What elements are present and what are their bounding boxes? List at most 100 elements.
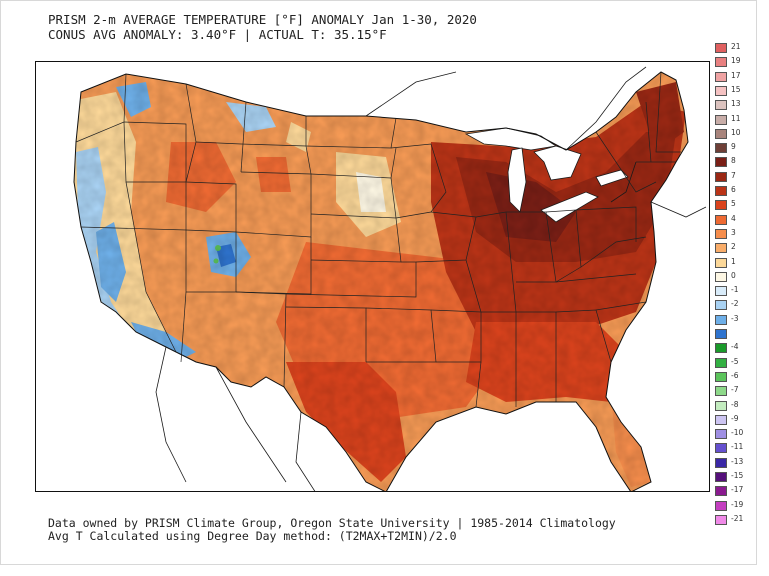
legend-label: 3 [731, 227, 736, 237]
legend-swatch [715, 429, 727, 440]
legend-label: -4 [731, 342, 739, 352]
legend-label: -7 [731, 385, 739, 395]
map-panel [35, 61, 710, 492]
legend-swatch [715, 171, 727, 182]
legend-label: -17 [731, 485, 744, 495]
legend-entry: 21 [715, 42, 755, 53]
legend-swatch [715, 386, 727, 397]
legend-entry: -17 [715, 485, 755, 497]
legend-entry [715, 329, 755, 339]
legend-label: -6 [731, 370, 739, 380]
legend-label: -19 [731, 499, 744, 509]
legend-entry: -15 [715, 471, 755, 482]
legend-entry: 11 [715, 113, 755, 125]
legend-entry: 3 [715, 227, 755, 239]
legend-entry: -21 [715, 513, 755, 525]
legend-swatch [715, 500, 727, 511]
map-footer: Data owned by PRISM Climate Group, Orego… [48, 517, 616, 543]
legend-label: -15 [731, 471, 744, 480]
legend-entry: 10 [715, 128, 755, 139]
legend-label: -9 [731, 413, 739, 423]
legend-label: -10 [731, 428, 744, 438]
legend-label: -5 [731, 356, 739, 366]
legend-entry: -13 [715, 456, 755, 468]
legend-swatch [715, 186, 727, 196]
legend-entry: -19 [715, 499, 755, 511]
legend-entry: -7 [715, 385, 755, 397]
legend-swatch [715, 114, 727, 125]
legend-entry: -11 [715, 442, 755, 454]
country-lines [155, 66, 707, 491]
legend-label: 7 [731, 170, 736, 180]
legend-swatch [715, 343, 727, 354]
legend-swatch [715, 157, 727, 168]
legend-swatch [715, 214, 727, 225]
footer-line-1: Data owned by PRISM Climate Group, Orego… [48, 516, 616, 530]
legend-swatch [715, 472, 727, 482]
anomaly-field [74, 72, 688, 491]
legend-swatch [715, 143, 727, 154]
legend-entry: 1 [715, 256, 755, 268]
legend-entry: -1 [715, 285, 755, 297]
title-line-1: PRISM 2-m AVERAGE TEMPERATURE [°F] ANOMA… [48, 12, 477, 27]
legend-entry: 13 [715, 99, 755, 111]
legend-entry: 4 [715, 213, 755, 225]
legend-swatch [715, 414, 727, 425]
legend-entry: -8 [715, 399, 755, 411]
state-boundaries [75, 71, 681, 408]
legend-label: -1 [731, 285, 739, 295]
legend-entry: -9 [715, 413, 755, 425]
title-line-2: CONUS AVG ANOMALY: 3.40°F | ACTUAL T: 35… [48, 27, 387, 42]
legend-swatch [715, 329, 727, 339]
legend-entry: -6 [715, 370, 755, 382]
legend-swatch [715, 371, 727, 382]
legend-swatch [715, 457, 727, 468]
footer-line-2: Avg T Calculated using Degree Day method… [48, 529, 457, 543]
legend-label: 2 [731, 242, 736, 252]
legend-label: 5 [731, 199, 736, 209]
legend-swatch [715, 357, 727, 368]
legend-entry: 5 [715, 199, 755, 211]
legend-entry: 7 [715, 170, 755, 182]
legend-entry: -4 [715, 342, 755, 354]
legend-label: 8 [731, 156, 736, 166]
legend-label: 11 [731, 113, 741, 123]
legend-swatch [715, 257, 727, 268]
legend-entry: -5 [715, 356, 755, 368]
legend-swatch [715, 100, 727, 111]
legend-label: -2 [731, 299, 739, 309]
legend-label: 4 [731, 213, 736, 223]
legend-label: 1 [731, 256, 736, 266]
legend-swatch [715, 228, 727, 239]
legend-entry: 15 [715, 84, 755, 96]
legend-swatch [715, 400, 727, 411]
legend-label: 15 [731, 84, 741, 94]
legend-swatch [715, 514, 727, 525]
legend-entry: 6 [715, 185, 755, 196]
legend-swatch [715, 314, 727, 325]
colorbar-legend: 21 19 17 15 13 11 10 9 8 7 6 5 4 3 2 1 0 -1 -2 -3 -4 -5 -6 -7 -8… [715, 42, 755, 525]
legend-entry: 8 [715, 156, 755, 168]
legend-entry: -3 [715, 313, 755, 325]
map-title: PRISM 2-m AVERAGE TEMPERATURE [°F] ANOMA… [48, 12, 477, 42]
legend-label: 17 [731, 70, 741, 80]
legend-swatch [715, 57, 727, 68]
legend-label: -8 [731, 399, 739, 409]
legend-swatch [715, 128, 727, 139]
legend-swatch [715, 200, 727, 211]
legend-swatch [715, 300, 727, 311]
legend-label: -21 [731, 513, 744, 523]
legend-swatch [715, 443, 727, 454]
figure-frame: PRISM 2-m AVERAGE TEMPERATURE [°F] ANOMA… [0, 0, 757, 565]
legend-label: -11 [731, 442, 744, 452]
legend-swatch [715, 43, 727, 53]
legend-label: 13 [731, 99, 741, 109]
legend-swatch [715, 71, 727, 82]
conus-anomaly-map [36, 62, 709, 491]
legend-label: -3 [731, 313, 739, 323]
legend-label: 19 [731, 56, 741, 66]
legend-label: -13 [731, 456, 744, 466]
legend-label: 9 [731, 142, 736, 152]
legend-swatch [715, 486, 727, 497]
legend-label: 0 [731, 270, 736, 280]
